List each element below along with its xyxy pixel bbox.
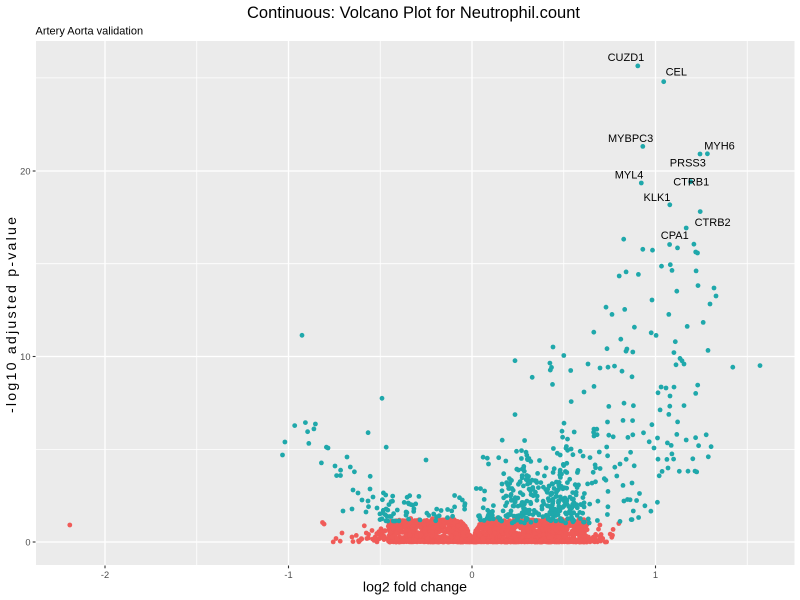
svg-text:-1: -1 xyxy=(284,570,292,580)
svg-text:log2 fold change: log2 fold change xyxy=(363,580,467,596)
svg-text:20: 20 xyxy=(20,166,30,176)
svg-text:MYBPC3: MYBPC3 xyxy=(608,133,653,145)
svg-text:CPA1: CPA1 xyxy=(661,230,689,242)
svg-text:MYH6: MYH6 xyxy=(704,141,735,153)
svg-text:0: 0 xyxy=(469,570,474,580)
svg-text:-2: -2 xyxy=(101,570,109,580)
svg-text:CEL: CEL xyxy=(666,67,687,79)
svg-text:Artery Aorta validation: Artery Aorta validation xyxy=(36,26,144,38)
svg-text:MYL4: MYL4 xyxy=(615,170,644,182)
svg-text:PRSS3: PRSS3 xyxy=(670,158,706,170)
svg-text:CTRB2: CTRB2 xyxy=(695,217,731,229)
svg-text:CUZD1: CUZD1 xyxy=(608,52,645,64)
svg-text:Continuous: Volcano Plot for N: Continuous: Volcano Plot for Neutrophil.… xyxy=(247,4,580,22)
svg-text:CTRB1: CTRB1 xyxy=(673,176,709,188)
svg-text:KLK1: KLK1 xyxy=(644,192,671,204)
svg-text:0: 0 xyxy=(25,537,30,547)
svg-text:-log10 adjusted p-value: -log10 adjusted p-value xyxy=(4,217,20,413)
svg-text:1: 1 xyxy=(653,570,658,580)
svg-text:10: 10 xyxy=(20,352,30,362)
